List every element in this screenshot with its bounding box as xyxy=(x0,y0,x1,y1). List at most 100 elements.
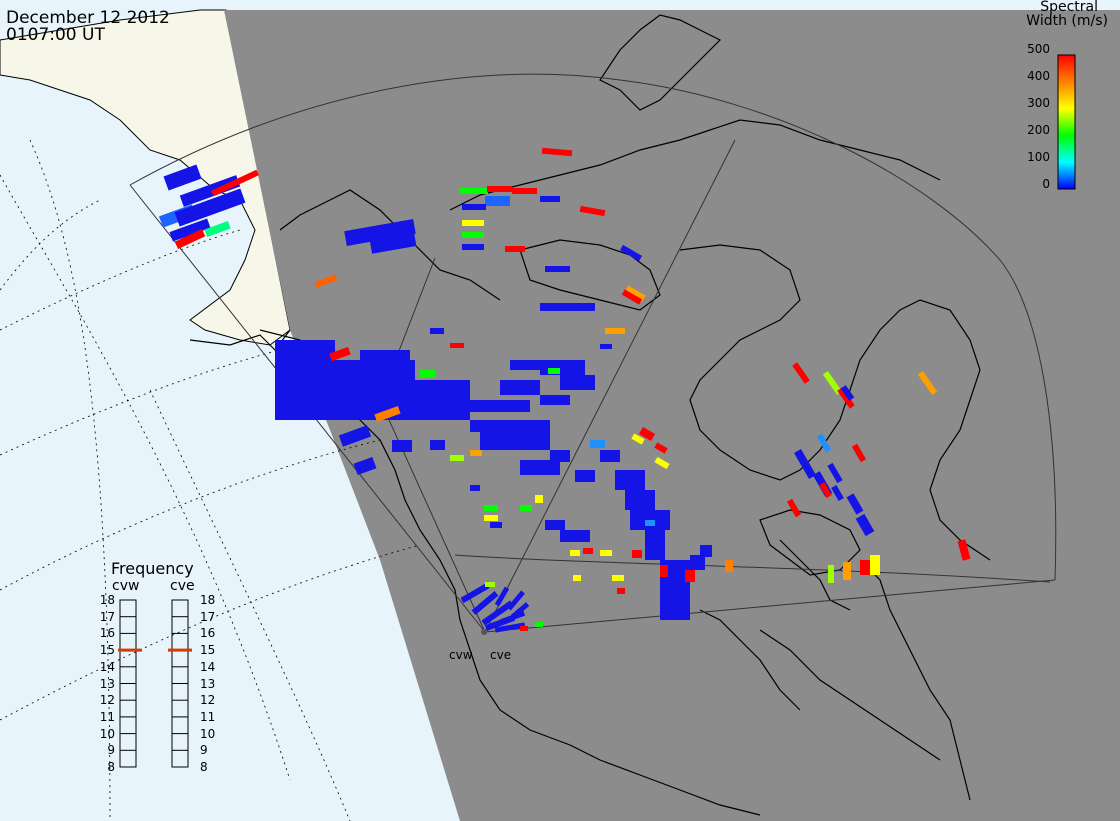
echo-cell xyxy=(211,169,259,197)
frequency-tick-cvw: 11 xyxy=(99,709,115,724)
echo-cell xyxy=(540,196,560,202)
echo-cell xyxy=(420,370,435,378)
echo-cell xyxy=(430,440,445,450)
colorbar-title-line1: Spectral xyxy=(1040,0,1098,15)
echo-cell xyxy=(460,188,488,194)
echo-cell xyxy=(470,485,480,491)
echo-cell xyxy=(917,371,938,395)
echo-cell xyxy=(870,555,880,575)
echo-cell xyxy=(851,443,867,463)
echo-cell xyxy=(550,450,570,462)
echo-cell xyxy=(600,550,612,556)
fov-mid-edge xyxy=(484,139,736,633)
echo-cell xyxy=(819,482,832,498)
echo-cell xyxy=(329,346,351,362)
echo-cell xyxy=(631,433,645,445)
echo-cell xyxy=(520,626,528,631)
echo-cell xyxy=(535,495,543,503)
echo-cell xyxy=(510,360,550,370)
fov-lat-line xyxy=(454,554,1051,583)
echo-cell xyxy=(470,450,482,456)
frequency-scales xyxy=(118,599,192,768)
echo-cell xyxy=(860,560,870,575)
echo-cell xyxy=(617,588,625,594)
frequency-tick-cvw: 14 xyxy=(99,659,115,674)
frequency-tick-cve: 8 xyxy=(200,760,208,774)
echo-cell xyxy=(535,622,543,627)
echo-cell xyxy=(174,188,246,227)
echo-cell xyxy=(685,570,695,582)
echo-cell xyxy=(615,470,645,490)
echo-cell xyxy=(462,244,484,250)
echo-cell xyxy=(846,493,864,515)
echo-cell xyxy=(470,400,530,412)
colorbar-tick: 400 xyxy=(1027,69,1050,83)
echo-cell xyxy=(660,565,668,577)
echo-cell xyxy=(840,385,855,401)
echo-cell xyxy=(579,205,606,217)
echo-cell xyxy=(470,420,550,432)
echo-cell xyxy=(430,328,444,334)
echo-cell xyxy=(625,490,655,510)
echo-cell xyxy=(462,220,484,226)
echo-cell xyxy=(163,164,202,191)
echo-cell xyxy=(822,371,843,395)
echo-cell xyxy=(507,590,525,611)
echo-cell xyxy=(510,602,530,619)
day-land xyxy=(0,9,291,346)
echo-cell xyxy=(450,455,464,461)
echo-cell xyxy=(353,456,377,476)
echo-cell xyxy=(645,530,665,560)
echo-cell xyxy=(690,555,705,570)
echo-cell xyxy=(957,539,971,561)
frequency-tick-cvw: 15 xyxy=(99,643,115,658)
frequency-tick-cve: 17 xyxy=(200,609,216,624)
echo-cell xyxy=(484,505,498,511)
echo-cell xyxy=(169,218,211,242)
echo-cell xyxy=(600,450,620,462)
echo-cell xyxy=(570,550,580,556)
frequency-title: Frequency xyxy=(111,559,194,578)
echo-cell xyxy=(487,186,512,192)
echo-cell xyxy=(828,565,834,583)
echo-cell xyxy=(837,387,855,409)
echo-cell xyxy=(573,575,581,581)
date-label: December 12 2012 xyxy=(6,8,170,28)
echo-cell xyxy=(520,460,560,475)
echo-cell xyxy=(314,274,338,288)
frequency-tick-cve: 11 xyxy=(200,709,216,724)
echo-cell xyxy=(548,368,560,374)
colorbar-gradient xyxy=(1057,54,1076,190)
fov-cve-edge xyxy=(484,579,1056,633)
frequency-tick-cve: 12 xyxy=(200,693,216,708)
frequency-tick-cvw: 12 xyxy=(99,693,115,708)
echo-cell xyxy=(794,449,816,479)
fov-outer-arc xyxy=(129,73,1057,581)
echo-cell xyxy=(485,582,495,587)
echo-cell xyxy=(560,530,590,542)
frequency-tick-cve: 18 xyxy=(200,593,216,607)
echo-cell xyxy=(484,515,498,521)
echo-cell xyxy=(494,622,526,633)
frequency-tick-cve: 16 xyxy=(200,626,216,641)
frequency-tick-cve: 9 xyxy=(200,743,208,758)
echo-cell xyxy=(545,266,570,272)
echo-cell xyxy=(471,591,499,615)
echo-cell xyxy=(174,229,206,249)
echo-cell xyxy=(638,427,656,441)
echo-cell xyxy=(460,582,490,604)
echo-cell xyxy=(786,498,802,518)
frequency-tick-cve: 15 xyxy=(200,643,216,658)
echo-cell xyxy=(505,246,525,252)
radar-fov xyxy=(129,73,1057,633)
echo-cell xyxy=(827,462,843,484)
echo-cell xyxy=(612,575,624,581)
echo-cell xyxy=(621,289,643,305)
echo-cell xyxy=(494,586,510,607)
frequency-tick-cve: 10 xyxy=(200,726,216,741)
echo-cell xyxy=(485,196,510,206)
echo-cell xyxy=(605,328,625,334)
echo-cell xyxy=(540,395,570,405)
radar-label-cvw: cvw xyxy=(449,648,473,662)
